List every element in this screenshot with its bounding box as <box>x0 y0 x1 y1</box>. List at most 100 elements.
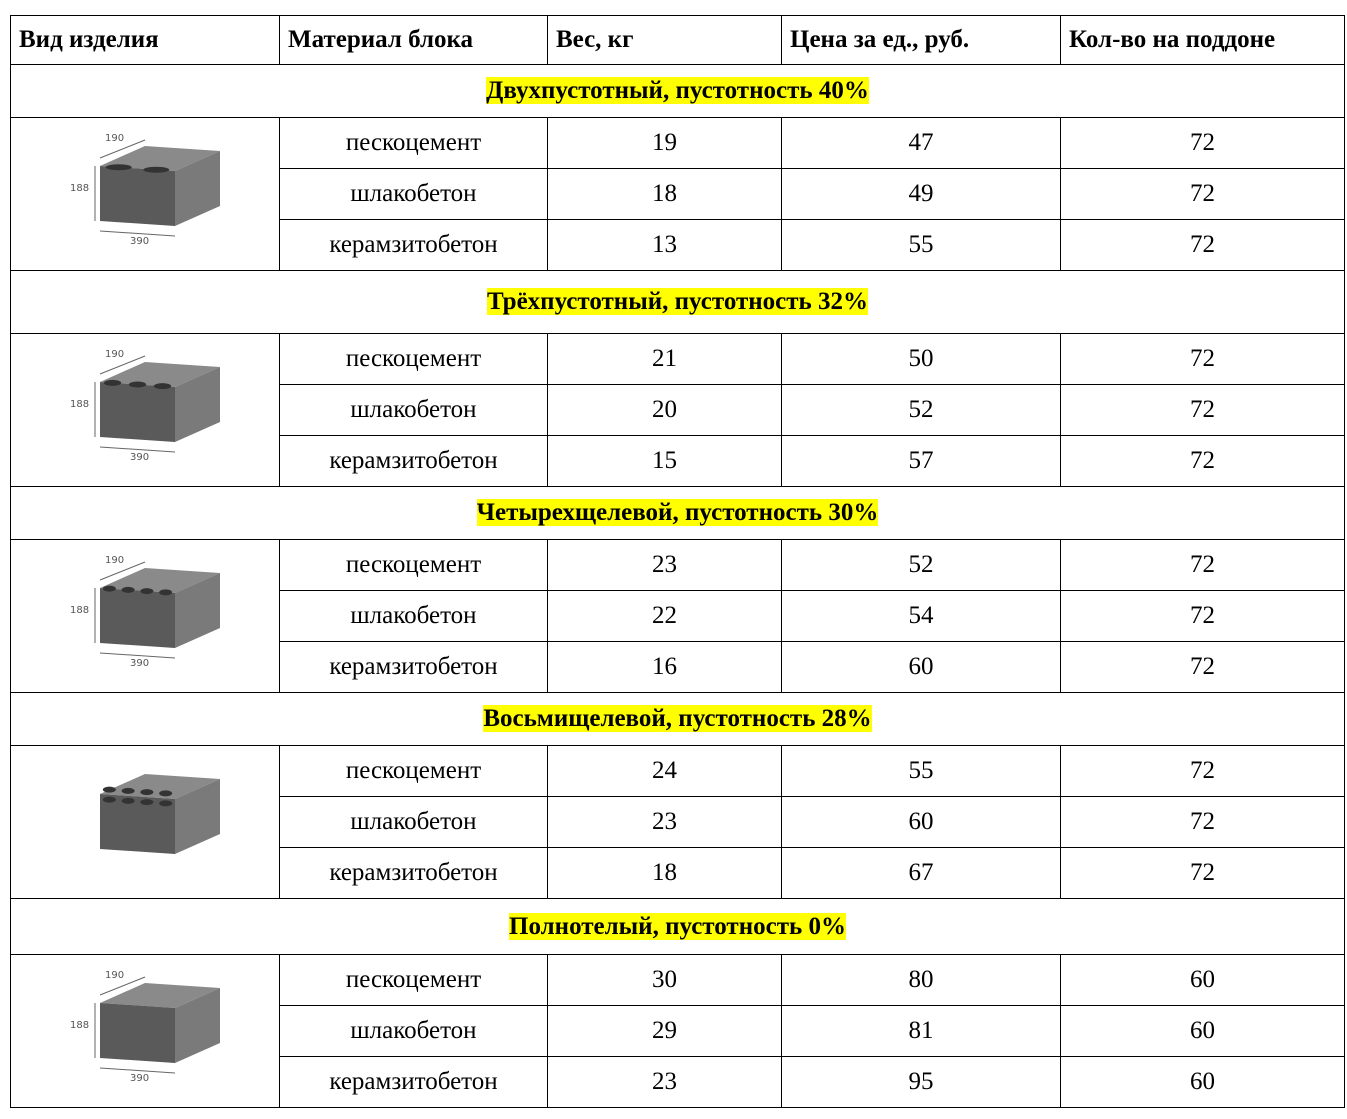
block-hole <box>159 790 172 796</box>
section-cell: Восьмищелевой, пустотность 28% <box>11 693 1345 746</box>
data-cell: керамзитобетон <box>280 1057 548 1108</box>
data-cell: 52 <box>782 540 1061 591</box>
page: Вид изделияМатериал блокаВес, кгЦена за … <box>0 0 1347 1119</box>
section-cell: Четырехщелевой, пустотность 30% <box>11 487 1345 540</box>
section-title: Четырехщелевой, пустотность 30% <box>477 499 879 526</box>
dimension-label: 188 <box>70 605 89 616</box>
dimension-label: 188 <box>70 1020 89 1031</box>
data-cell: 20 <box>548 385 782 436</box>
data-cell: 60 <box>1061 1006 1345 1057</box>
dimension-label: 188 <box>70 399 89 410</box>
data-cell: пескоцемент <box>280 118 548 169</box>
data-cell: 95 <box>782 1057 1061 1108</box>
block-hole <box>104 379 121 385</box>
data-cell: 47 <box>782 118 1061 169</box>
section-title: Восьмищелевой, пустотность 28% <box>483 705 871 732</box>
section-row: Четырехщелевой, пустотность 30% <box>11 487 1345 540</box>
block-hole <box>140 588 153 594</box>
data-cell: 60 <box>782 797 1061 848</box>
data-cell: 72 <box>1061 220 1345 271</box>
data-cell: 72 <box>1061 334 1345 385</box>
data-cell: пескоцемент <box>280 955 548 1006</box>
block-hole <box>159 800 172 806</box>
block-image: 190 188 390 <box>45 548 245 678</box>
block-face <box>100 166 175 226</box>
section-title: Трёхпустотный, пустотность 32% <box>487 288 868 315</box>
image-cell: 190 188 390 <box>11 118 280 271</box>
data-cell: 13 <box>548 220 782 271</box>
data-cell: 72 <box>1061 746 1345 797</box>
block-hole <box>140 789 153 795</box>
data-cell: 18 <box>548 848 782 899</box>
data-cell: 21 <box>548 334 782 385</box>
data-cell: 15 <box>548 436 782 487</box>
block-hole <box>106 164 132 170</box>
data-cell: 72 <box>1061 385 1345 436</box>
data-cell: 55 <box>782 746 1061 797</box>
block-hole <box>122 586 135 592</box>
dimension-label: 190 <box>105 349 124 360</box>
image-cell <box>11 746 280 899</box>
section-row: Полнотелый, пустотность 0% <box>11 899 1345 955</box>
data-cell: 60 <box>1061 1057 1345 1108</box>
data-cell: 29 <box>548 1006 782 1057</box>
block-image: 190 188 390 <box>45 126 245 256</box>
data-cell: 72 <box>1061 436 1345 487</box>
block-hole <box>103 786 116 792</box>
data-cell: пескоцемент <box>280 540 548 591</box>
data-cell: 54 <box>782 591 1061 642</box>
dimension-label: 190 <box>105 555 124 566</box>
data-cell: 72 <box>1061 118 1345 169</box>
data-cell: 30 <box>548 955 782 1006</box>
data-cell: шлакобетон <box>280 169 548 220</box>
block-face <box>100 1003 175 1063</box>
data-cell: 60 <box>782 642 1061 693</box>
data-cell: 52 <box>782 385 1061 436</box>
data-cell: керамзитобетон <box>280 436 548 487</box>
data-cell: 19 <box>548 118 782 169</box>
block-hole <box>122 797 135 803</box>
data-cell: 55 <box>782 220 1061 271</box>
dimension-label: 390 <box>130 452 149 463</box>
data-cell: 60 <box>1061 955 1345 1006</box>
header-row: Вид изделияМатериал блокаВес, кгЦена за … <box>11 16 1345 65</box>
data-cell: 23 <box>548 797 782 848</box>
data-cell: 81 <box>782 1006 1061 1057</box>
section-title: Полнотелый, пустотность 0% <box>509 913 846 940</box>
data-cell: 49 <box>782 169 1061 220</box>
data-cell: 67 <box>782 848 1061 899</box>
block-hole <box>154 383 171 389</box>
dimension-label: 190 <box>105 970 124 981</box>
dimension-label: 390 <box>130 658 149 669</box>
block-hole <box>140 799 153 805</box>
data-cell: 72 <box>1061 169 1345 220</box>
header-cell: Цена за ед., руб. <box>782 16 1061 65</box>
block-face <box>100 382 175 442</box>
dimension-label: 188 <box>70 183 89 194</box>
data-cell: 72 <box>1061 797 1345 848</box>
header-cell: Материал блока <box>280 16 548 65</box>
data-cell: 72 <box>1061 642 1345 693</box>
dimension-label: 190 <box>105 133 124 144</box>
section-row: Двухпустотный, пустотность 40% <box>11 65 1345 118</box>
data-cell: 50 <box>782 334 1061 385</box>
dimension-label: 390 <box>130 236 149 247</box>
block-hole <box>122 787 135 793</box>
data-cell: 16 <box>548 642 782 693</box>
block-hole <box>103 585 116 591</box>
data-cell: 57 <box>782 436 1061 487</box>
data-cell: 23 <box>548 1057 782 1108</box>
data-cell: пескоцемент <box>280 746 548 797</box>
data-cell: керамзитобетон <box>280 642 548 693</box>
image-cell: 190 188 390 <box>11 540 280 693</box>
data-cell: керамзитобетон <box>280 220 548 271</box>
block-face <box>100 588 175 648</box>
data-cell: 24 <box>548 746 782 797</box>
block-hole <box>129 381 146 387</box>
data-cell: 18 <box>548 169 782 220</box>
section-row: Трёхпустотный, пустотность 32% <box>11 271 1345 334</box>
